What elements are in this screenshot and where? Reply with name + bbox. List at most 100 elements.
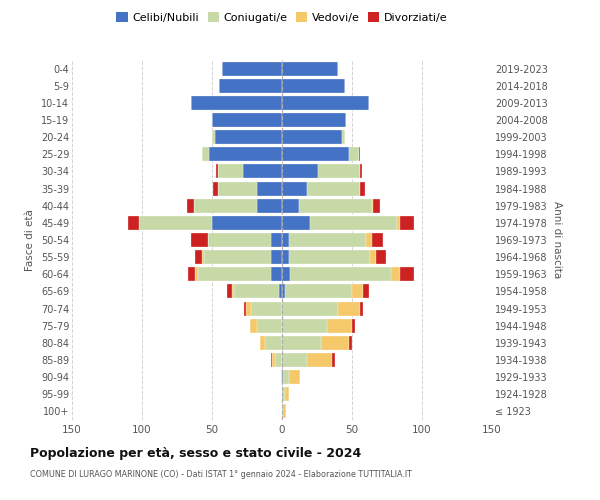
Bar	[282, 130, 342, 144]
Bar	[203, 250, 271, 264]
Bar	[282, 164, 319, 178]
Bar	[212, 113, 282, 127]
Bar	[363, 284, 369, 298]
Bar	[191, 96, 282, 110]
Bar	[289, 233, 366, 247]
Bar	[195, 250, 202, 264]
Y-axis label: Anni di nascita: Anni di nascita	[551, 202, 562, 278]
Bar	[282, 216, 310, 230]
Bar	[299, 198, 371, 212]
Bar	[349, 148, 359, 162]
Bar	[282, 268, 290, 281]
Bar	[281, 370, 282, 384]
Bar	[257, 182, 282, 196]
Bar	[282, 62, 338, 76]
Bar	[310, 216, 397, 230]
Bar	[352, 284, 363, 298]
Bar	[400, 268, 413, 281]
Bar	[282, 233, 289, 247]
Bar	[282, 302, 338, 316]
Bar	[215, 130, 282, 144]
Bar	[272, 353, 275, 367]
Bar	[282, 182, 307, 196]
Bar	[282, 353, 307, 367]
Bar	[227, 284, 232, 298]
Bar	[376, 250, 386, 264]
Bar	[245, 302, 251, 316]
Text: Popolazione per età, sesso e stato civile - 2024: Popolazione per età, sesso e stato civil…	[30, 448, 361, 460]
Bar	[194, 198, 257, 212]
Bar	[397, 216, 400, 230]
Bar	[370, 250, 376, 264]
Bar	[349, 336, 352, 350]
Bar	[260, 336, 265, 350]
Bar	[371, 233, 383, 247]
Bar	[352, 318, 355, 332]
Bar	[257, 198, 282, 212]
Bar	[373, 198, 380, 212]
Bar	[250, 318, 257, 332]
Bar	[282, 250, 289, 264]
Bar	[282, 336, 321, 350]
Bar	[282, 198, 299, 212]
Bar	[285, 388, 289, 402]
Bar	[282, 318, 327, 332]
Bar	[139, 216, 212, 230]
Bar	[265, 336, 282, 350]
Bar	[251, 302, 282, 316]
Bar	[282, 284, 285, 298]
Bar	[195, 268, 198, 281]
Bar	[282, 96, 369, 110]
Bar	[271, 233, 282, 247]
Bar	[275, 353, 282, 367]
Bar	[271, 268, 282, 281]
Bar	[212, 130, 215, 144]
Bar	[271, 353, 272, 367]
Bar	[279, 284, 282, 298]
Bar	[202, 250, 203, 264]
Bar	[244, 302, 245, 316]
Bar	[366, 233, 371, 247]
Bar	[283, 404, 286, 418]
Bar	[243, 164, 282, 178]
Bar	[198, 268, 271, 281]
Bar	[216, 164, 218, 178]
Bar	[128, 216, 139, 230]
Bar	[307, 182, 361, 196]
Bar	[218, 182, 257, 196]
Bar	[361, 302, 363, 316]
Legend: Celibi/Nubili, Coniugati/e, Vedovi/e, Divorziati/e: Celibi/Nubili, Coniugati/e, Vedovi/e, Di…	[112, 8, 452, 28]
Bar	[187, 198, 194, 212]
Bar	[188, 268, 195, 281]
Bar	[282, 148, 349, 162]
Bar	[235, 284, 279, 298]
Bar	[361, 182, 365, 196]
Bar	[342, 130, 345, 144]
Bar	[191, 233, 208, 247]
Bar	[338, 302, 361, 316]
Bar	[327, 318, 352, 332]
Bar	[332, 353, 335, 367]
Bar	[282, 404, 283, 418]
Bar	[289, 250, 370, 264]
Bar	[214, 182, 218, 196]
Bar	[282, 78, 345, 92]
Bar	[208, 233, 271, 247]
Bar	[371, 198, 373, 212]
Bar	[222, 62, 282, 76]
Bar	[359, 148, 361, 162]
Bar	[212, 216, 282, 230]
Bar	[218, 164, 243, 178]
Bar	[361, 164, 362, 178]
Bar	[282, 113, 346, 127]
Bar	[400, 216, 413, 230]
Bar	[282, 388, 285, 402]
Y-axis label: Fasce di età: Fasce di età	[25, 209, 35, 271]
Bar	[391, 268, 400, 281]
Bar	[321, 336, 349, 350]
Bar	[283, 370, 289, 384]
Bar	[209, 148, 282, 162]
Bar	[282, 370, 283, 384]
Bar	[307, 353, 332, 367]
Bar	[290, 268, 391, 281]
